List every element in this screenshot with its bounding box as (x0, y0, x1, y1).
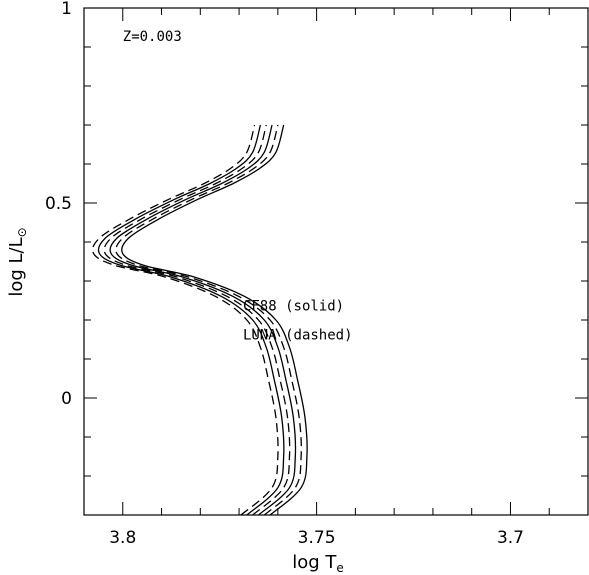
isochrone-curves (91, 124, 308, 515)
y-tick-label: 1 (61, 0, 72, 19)
annotation-1: Z=0.003 (123, 29, 182, 45)
axis-tick-labels: 3.8 3.75 3.7 0 0.5 1 (45, 0, 524, 548)
y-axis-label: log L/L⊙ (6, 227, 29, 296)
series-line-dashed-5 (115, 124, 302, 515)
y-tick-label: 0.5 (45, 194, 72, 214)
series-line-dashed-1 (91, 124, 279, 515)
y-tick-label: 0 (61, 389, 72, 409)
y-axis-label-sub: ⊙ (15, 227, 29, 237)
axis-ticks (83, 7, 589, 516)
x-axis-label-sub: e (336, 561, 343, 575)
series-line-solid-6 (121, 124, 308, 515)
x-axis-label: log Te (292, 552, 344, 575)
series-line-solid-2 (97, 124, 285, 515)
x-tick-label: 3.75 (298, 528, 336, 548)
series-line-solid-4 (109, 124, 297, 515)
annotation-3: LUNA (dashed) (243, 328, 353, 344)
x-tick-label: 3.7 (497, 528, 524, 548)
x-axis-label-main: log T (292, 552, 337, 573)
x-tick-label: 3.8 (109, 528, 136, 548)
y-axis-label-main: log L/L (6, 237, 27, 296)
chart-annotations: Z=0.003 CF88 (solid) LUNA (dashed) (123, 29, 353, 343)
plot-frame (83, 7, 589, 516)
annotation-2: CF88 (solid) (243, 298, 344, 314)
series-line-dashed-3 (103, 124, 291, 515)
